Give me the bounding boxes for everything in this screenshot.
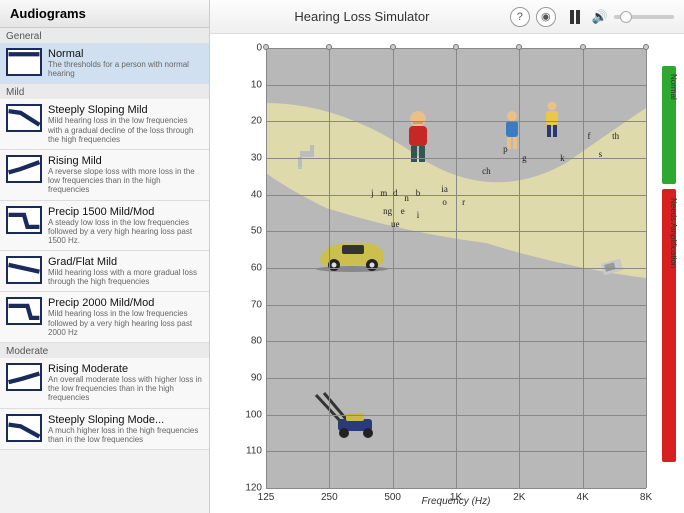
y-tick: 20 — [251, 116, 262, 127]
category-label: Moderate — [0, 343, 209, 358]
audiogram-chart: 01020304050607080901001101201252505001K2… — [266, 48, 646, 488]
severity-zone-label: Normal — [669, 74, 678, 100]
help-button[interactable]: ? — [510, 7, 530, 27]
faucet-icon — [296, 145, 324, 174]
category-label: General — [0, 28, 209, 43]
y-tick: 90 — [251, 373, 262, 384]
phoneme: j — [371, 188, 374, 198]
y-tick: 110 — [246, 446, 262, 457]
phoneme: g — [522, 153, 527, 163]
phoneme: p — [503, 144, 508, 154]
phoneme: k — [560, 153, 565, 163]
audiogram-desc: The thresholds for a person with normal … — [48, 60, 203, 78]
audiogram-title: Normal — [48, 48, 203, 60]
audiogram-title: Steeply Sloping Mode... — [48, 414, 203, 426]
audiogram-item[interactable]: Rising MildA reverse slope loss with mor… — [0, 150, 209, 201]
pause-button[interactable] — [566, 8, 584, 26]
phone-icon — [600, 259, 624, 282]
record-button[interactable]: ◉ — [536, 7, 556, 27]
y-tick: 10 — [251, 79, 262, 90]
phoneme: th — [612, 131, 619, 141]
phoneme: f — [588, 131, 591, 141]
audiogram-desc: Mild hearing loss in the low frequencies… — [48, 309, 203, 337]
audiogram-title: Grad/Flat Mild — [48, 256, 203, 268]
audiogram-list[interactable]: GeneralNormalThe thresholds for a person… — [0, 28, 209, 513]
phoneme: b — [416, 188, 421, 198]
y-tick: 30 — [251, 153, 262, 164]
phoneme: s — [599, 149, 603, 159]
audiogram-title: Precip 2000 Mild/Mod — [48, 297, 203, 309]
phoneme: ue — [391, 219, 400, 229]
phoneme: o — [442, 197, 447, 207]
audiogram-desc: A much higher loss in the high frequenci… — [48, 426, 203, 444]
audiogram-thumb — [6, 48, 42, 76]
person-red-icon — [403, 110, 433, 169]
audiogram-title: Rising Mild — [48, 155, 203, 167]
audiogram-item[interactable]: Precip 2000 Mild/ModMild hearing loss in… — [0, 292, 209, 343]
volume-slider-thumb[interactable] — [620, 11, 632, 23]
phoneme: ch — [482, 166, 491, 176]
audiogram-title: Steeply Sloping Mild — [48, 104, 203, 116]
audiogram-title: Precip 1500 Mild/Mod — [48, 206, 203, 218]
audiogram-desc: Mild hearing loss with a more gradual lo… — [48, 268, 203, 286]
audiogram-item[interactable]: Steeply Sloping MildMild hearing loss in… — [0, 99, 209, 150]
y-tick: 40 — [251, 189, 262, 200]
audiogram-desc: A steady low loss in the low frequencies… — [48, 218, 203, 246]
audiogram-item[interactable]: Precip 1500 Mild/ModA steady low loss in… — [0, 201, 209, 252]
audiogram-item[interactable]: Grad/Flat MildMild hearing loss with a m… — [0, 251, 209, 292]
audiogram-thumb — [6, 297, 42, 325]
x-axis-label: Frequency (Hz) — [266, 496, 646, 507]
y-tick: 0 — [256, 43, 262, 54]
severity-zone-label: Needs Amplification — [669, 198, 678, 268]
car-icon — [312, 233, 392, 278]
phoneme: n — [404, 193, 409, 203]
y-tick: 70 — [251, 299, 262, 310]
y-tick: 80 — [251, 336, 262, 347]
topbar: Hearing Loss Simulator ? ◉ 🔊 — [210, 0, 684, 34]
phoneme: m — [380, 188, 387, 198]
sidebar-header: Audiograms — [0, 0, 209, 28]
phoneme: e — [401, 206, 405, 216]
audiogram-thumb — [6, 363, 42, 391]
page-title: Hearing Loss Simulator — [220, 9, 504, 24]
phoneme: r — [462, 197, 465, 207]
audiogram-thumb — [6, 104, 42, 132]
y-tick: 100 — [245, 409, 262, 420]
severity-zones: Normal Needs Amplification — [662, 48, 676, 488]
category-label: Mild — [0, 84, 209, 99]
audiogram-thumb — [6, 256, 42, 284]
audiogram-item[interactable]: Rising ModerateAn overall moderate loss … — [0, 358, 209, 409]
audiogram-thumb — [6, 414, 42, 442]
phoneme: ia — [441, 184, 448, 194]
phoneme: ng — [383, 206, 392, 216]
audiogram-thumb — [6, 206, 42, 234]
audiogram-desc: A reverse slope loss with more loss in t… — [48, 167, 203, 195]
phoneme: i — [417, 210, 420, 220]
audiogram-item[interactable]: Steeply Sloping Mode...A much higher los… — [0, 409, 209, 450]
audiogram-desc: An overall moderate loss with higher los… — [48, 375, 203, 403]
audiogram-title: Rising Moderate — [48, 363, 203, 375]
volume-slider[interactable] — [614, 15, 674, 19]
y-tick: 50 — [251, 226, 262, 237]
audiogram-desc: Mild hearing loss in the low frequencies… — [48, 116, 203, 144]
volume-icon: 🔊 — [592, 9, 608, 25]
y-tick: 60 — [251, 263, 262, 274]
sidebar: Audiograms GeneralNormalThe thresholds f… — [0, 0, 210, 513]
phoneme: d — [393, 188, 398, 198]
audiogram-thumb — [6, 155, 42, 183]
audiogram-item[interactable]: NormalThe thresholds for a person with n… — [0, 43, 209, 84]
chart-area: Hearing Level in dB re ANSI S3.6 1996 — [210, 34, 684, 513]
lawnmower-icon — [312, 391, 382, 446]
main-panel: Hearing Loss Simulator ? ◉ 🔊 Hearing Lev… — [210, 0, 684, 513]
